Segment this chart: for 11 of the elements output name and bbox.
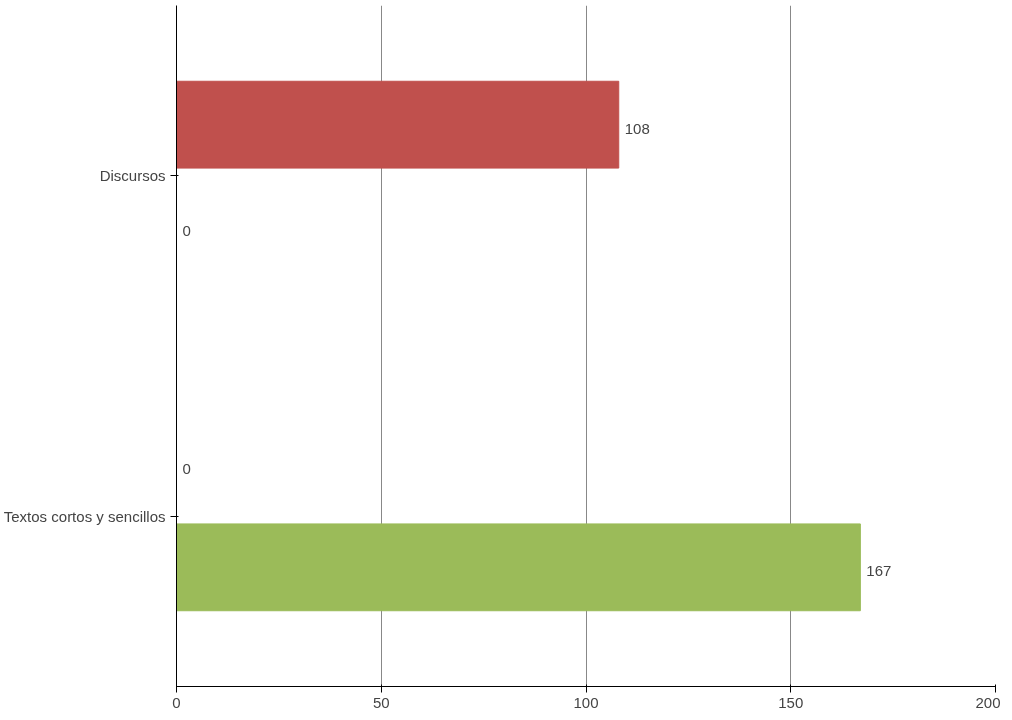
y-tick-label: Discursos xyxy=(99,167,166,185)
y-tick-label: Textos cortos y sencillos xyxy=(3,507,166,525)
data-label: 108 xyxy=(624,119,650,137)
x-tick-label: 50 xyxy=(372,693,390,711)
data-label: 0 xyxy=(182,460,191,478)
x-tick-label: 150 xyxy=(778,693,804,711)
x-tick-label: 0 xyxy=(172,693,181,711)
data-label: 167 xyxy=(866,562,892,580)
x-tick-label: 100 xyxy=(573,693,599,711)
x-tick-label: 200 xyxy=(975,693,1001,711)
data-label: 0 xyxy=(182,221,191,239)
